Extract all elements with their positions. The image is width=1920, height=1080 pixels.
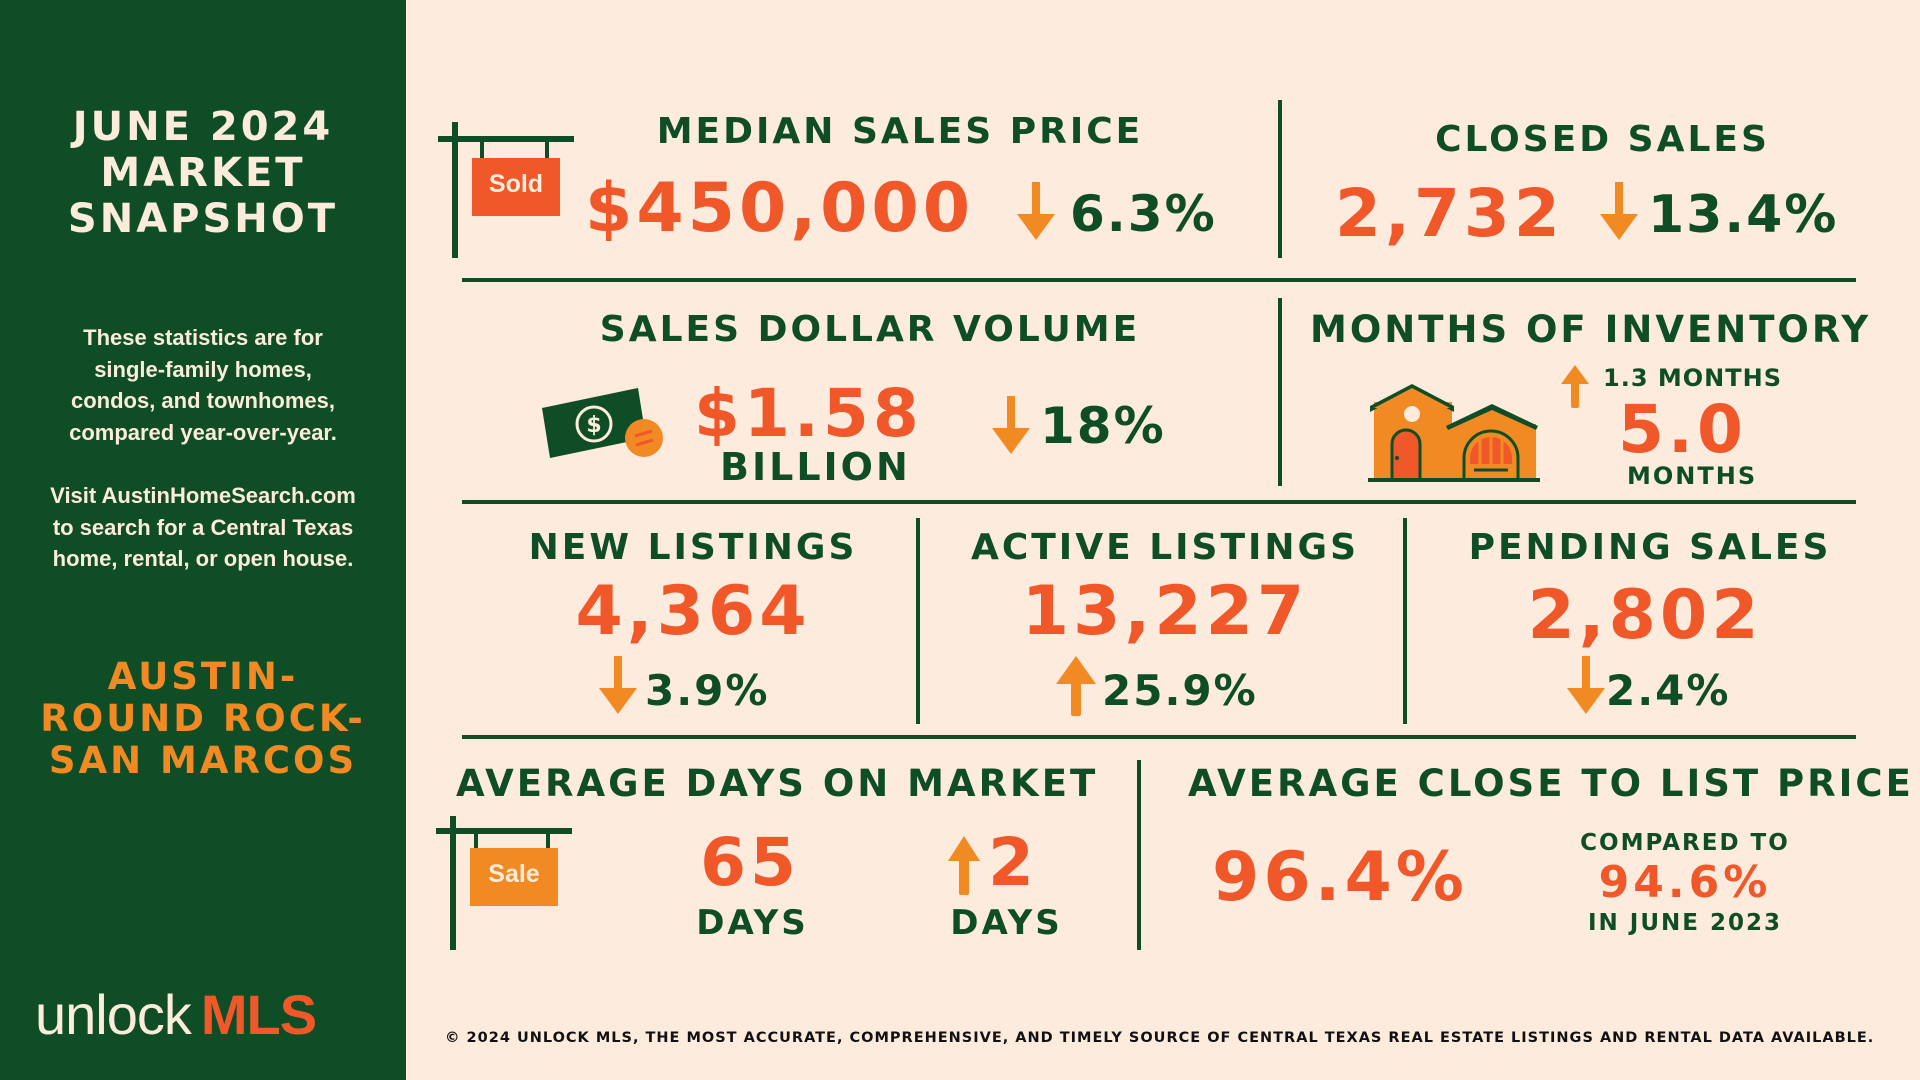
region-line: SAN MARCOS bbox=[48, 739, 358, 782]
pending-sales-label: PENDING SALES bbox=[1468, 527, 1832, 568]
closed-sales-label: CLOSED SALES bbox=[1435, 119, 1770, 160]
region-line: AUSTIN- bbox=[107, 655, 299, 698]
compared-value: 94.6% bbox=[1598, 857, 1772, 908]
visit-line: home, rental, or open house. bbox=[52, 546, 354, 571]
sales-dollar-volume-value: $1.58 bbox=[694, 375, 923, 452]
title-line: SNAPSHOT bbox=[67, 196, 339, 242]
arrow-down-icon bbox=[597, 656, 639, 716]
description-line: single-family homes, bbox=[94, 356, 312, 382]
sales-dollar-volume-label: SALES DOLLAR VOLUME bbox=[599, 309, 1141, 350]
arrow-down-icon bbox=[990, 396, 1032, 456]
months-of-inventory-unit: MONTHS bbox=[1627, 462, 1758, 490]
compared-to-label: COMPARED TO bbox=[1580, 830, 1790, 856]
months-of-inventory-value: 5.0 bbox=[1618, 391, 1747, 468]
copyright-footer: © 2024 UNLOCK MLS, THE MOST ACCURATE, CO… bbox=[445, 1030, 1875, 1046]
title-line: JUNE 2024 bbox=[72, 104, 334, 150]
closed-sales-value: 2,732 bbox=[1335, 175, 1564, 252]
sales-dollar-volume-unit: BILLION bbox=[720, 445, 911, 489]
months-of-inventory-change: 1.3 MONTHS bbox=[1603, 364, 1782, 392]
title-line: MARKET bbox=[100, 150, 306, 196]
sales-dollar-volume-change: 18% bbox=[1040, 397, 1166, 455]
average-close-to-list-price-label: AVERAGE CLOSE TO LIST PRICE bbox=[1188, 762, 1914, 805]
arrow-up-icon bbox=[1560, 364, 1590, 408]
arrow-down-icon bbox=[1598, 182, 1640, 242]
median-sales-price-value: $450,000 bbox=[585, 169, 975, 248]
divider-h1 bbox=[462, 278, 1856, 282]
months-of-inventory-label: MONTHS OF INVENTORY bbox=[1310, 308, 1872, 351]
visit-line: Visit AustinHomeSearch.com bbox=[50, 483, 356, 508]
active-listings-label: ACTIVE LISTINGS bbox=[970, 527, 1360, 568]
average-days-on-market-change-unit: DAYS bbox=[950, 903, 1063, 943]
pending-sales-change: 2.4% bbox=[1606, 666, 1731, 715]
divider-row3b bbox=[1403, 518, 1407, 724]
divider-row4 bbox=[1137, 760, 1141, 950]
arrow-down-icon bbox=[1565, 656, 1607, 716]
active-listings-value: 13,227 bbox=[1021, 572, 1309, 651]
logo-part-unlock: unlock bbox=[35, 983, 192, 1046]
arrow-up-icon bbox=[1054, 654, 1098, 716]
new-listings-change: 3.9% bbox=[645, 666, 770, 715]
sold-sign-text: Sold bbox=[488, 170, 544, 198]
page-title: JUNE 2024 MARKET SNAPSHOT bbox=[0, 104, 406, 242]
divider-h2 bbox=[462, 500, 1856, 504]
description-line: condos, and townhomes, bbox=[70, 388, 335, 413]
region-line: ROUND ROCK- bbox=[40, 697, 366, 740]
closed-sales-change: 13.4% bbox=[1648, 185, 1839, 245]
median-sales-price-change: 6.3% bbox=[1070, 185, 1217, 243]
sale-sign-icon: Sale bbox=[436, 816, 576, 952]
visit-line: to search for a Central Texas bbox=[52, 514, 354, 540]
arrow-up-icon bbox=[947, 835, 981, 895]
house-icon bbox=[1366, 382, 1542, 482]
unlock-mls-logo: unlock MLS bbox=[35, 983, 317, 1046]
divider-row2 bbox=[1278, 298, 1282, 486]
arrow-down-icon bbox=[1015, 182, 1057, 242]
average-close-to-list-price-value: 96.4% bbox=[1212, 838, 1468, 917]
logo-part-mls: MLS bbox=[200, 983, 317, 1046]
divider-row1 bbox=[1278, 100, 1282, 258]
money-icon: $ bbox=[538, 382, 668, 462]
average-days-on-market-value: 65 bbox=[700, 824, 800, 901]
active-listings-change: 25.9% bbox=[1102, 666, 1258, 715]
sale-sign-text: Sale bbox=[488, 860, 540, 888]
new-listings-value: 4,364 bbox=[575, 572, 811, 651]
pending-sales-value: 2,802 bbox=[1527, 576, 1763, 655]
svg-text:$: $ bbox=[586, 413, 601, 438]
average-days-on-market-label: AVERAGE DAYS ON MARKET bbox=[456, 762, 1099, 805]
divider-h3 bbox=[462, 735, 1856, 739]
description-text: These statistics are for single-family h… bbox=[0, 322, 406, 448]
description-line: compared year-over-year. bbox=[69, 419, 337, 445]
divider-row3a bbox=[916, 518, 920, 724]
description-line: These statistics are for bbox=[83, 325, 323, 350]
region-title: AUSTIN- ROUND ROCK- SAN MARCOS bbox=[0, 656, 406, 782]
visit-text: Visit AustinHomeSearch.com to search for… bbox=[0, 480, 406, 575]
compared-period: IN JUNE 2023 bbox=[1587, 910, 1783, 936]
sold-sign-icon: Sold bbox=[436, 122, 576, 262]
average-days-on-market-unit: DAYS bbox=[696, 903, 809, 943]
sidebar: JUNE 2024 MARKET SNAPSHOT These statisti… bbox=[0, 0, 406, 1080]
average-days-on-market-change: 2 bbox=[988, 824, 1038, 901]
median-sales-price-label: MEDIAN SALES PRICE bbox=[656, 111, 1144, 152]
new-listings-label: NEW LISTINGS bbox=[528, 527, 858, 568]
